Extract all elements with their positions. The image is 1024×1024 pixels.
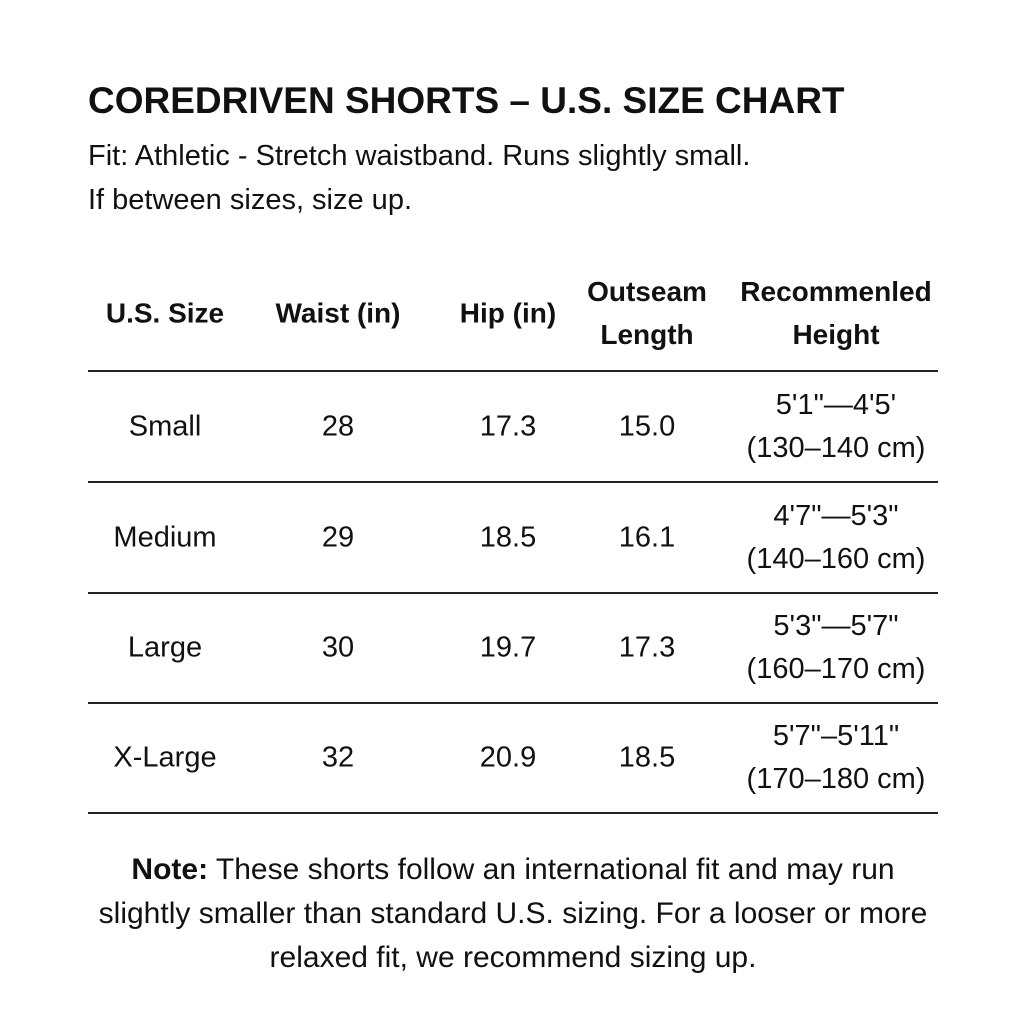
table-cell: 28: [321, 410, 355, 442]
table-cell: Medium: [113, 521, 217, 553]
column-header-line: Height: [792, 319, 880, 350]
table-cell: 16.1: [618, 521, 676, 553]
column-header: Recommenled Height: [740, 270, 931, 356]
row-rule: [88, 481, 938, 483]
table-cell: 19.7: [479, 631, 537, 664]
column-header: Outseam Length: [587, 270, 707, 356]
table-cell: 29: [321, 521, 355, 553]
column-header-line: Outseam: [587, 276, 707, 307]
table-cell-line: 5'7"–5'11": [772, 720, 900, 752]
table-cell: 20.9: [479, 741, 537, 774]
subtitle: Fit: Athletic - Stretch waistband. Runs …: [88, 140, 751, 172]
table-cell-line: (160–170 cm): [746, 653, 926, 685]
row-rule: [88, 812, 938, 814]
table-cell: 4'7"—5'3" (140–160 cm): [747, 495, 926, 581]
row-rule: [88, 370, 938, 372]
table-cell: 5'1"—4'5' (130–140 cm): [747, 384, 926, 470]
table-cell: Large: [127, 631, 203, 664]
table-cell-line: (170–180 cm): [746, 763, 926, 795]
table-cell: 18.5: [618, 741, 676, 774]
column-header: Hip (in): [459, 297, 557, 329]
row-rule: [88, 592, 938, 594]
table-cell: 5'3"—5'7" (160–170 cm): [747, 605, 926, 691]
note-label: Note:: [131, 853, 209, 886]
table-cell-line: 4'7"—5'3": [773, 499, 899, 532]
table-cell-line: (130–140 cm): [746, 431, 926, 464]
table-cell-line: 5'1"—4'5': [775, 388, 897, 421]
column-header: Waist (in): [275, 297, 401, 329]
table-cell: 32: [321, 741, 355, 774]
note: Note: These shorts follow an internation…: [88, 848, 938, 980]
table-cell: 17.3: [618, 631, 676, 664]
row-rule: [88, 702, 938, 704]
table-cell: 18.5: [479, 521, 537, 553]
table-cell: 5'7"–5'11" (170–180 cm): [747, 715, 926, 801]
table-cell: 30: [321, 631, 355, 664]
table-cell: 17.3: [479, 410, 537, 442]
column-header-line: Recommenled: [740, 276, 932, 307]
table-cell-line: 5'3"—5'7": [773, 610, 899, 642]
subtitle: If between sizes, size up.: [88, 184, 412, 216]
table-cell: X-Large: [113, 741, 217, 774]
table-cell: 15.0: [618, 410, 676, 442]
table-cell-line: (140–160 cm): [746, 542, 926, 575]
column-header: U.S. Size: [105, 297, 225, 329]
table-cell: Small: [128, 410, 202, 442]
column-header-line: Length: [600, 319, 694, 350]
title: COREDRIVEN SHORTS – U.S. SIZE CHART: [88, 80, 845, 121]
note-text: These shorts follow an international fit…: [98, 853, 928, 974]
